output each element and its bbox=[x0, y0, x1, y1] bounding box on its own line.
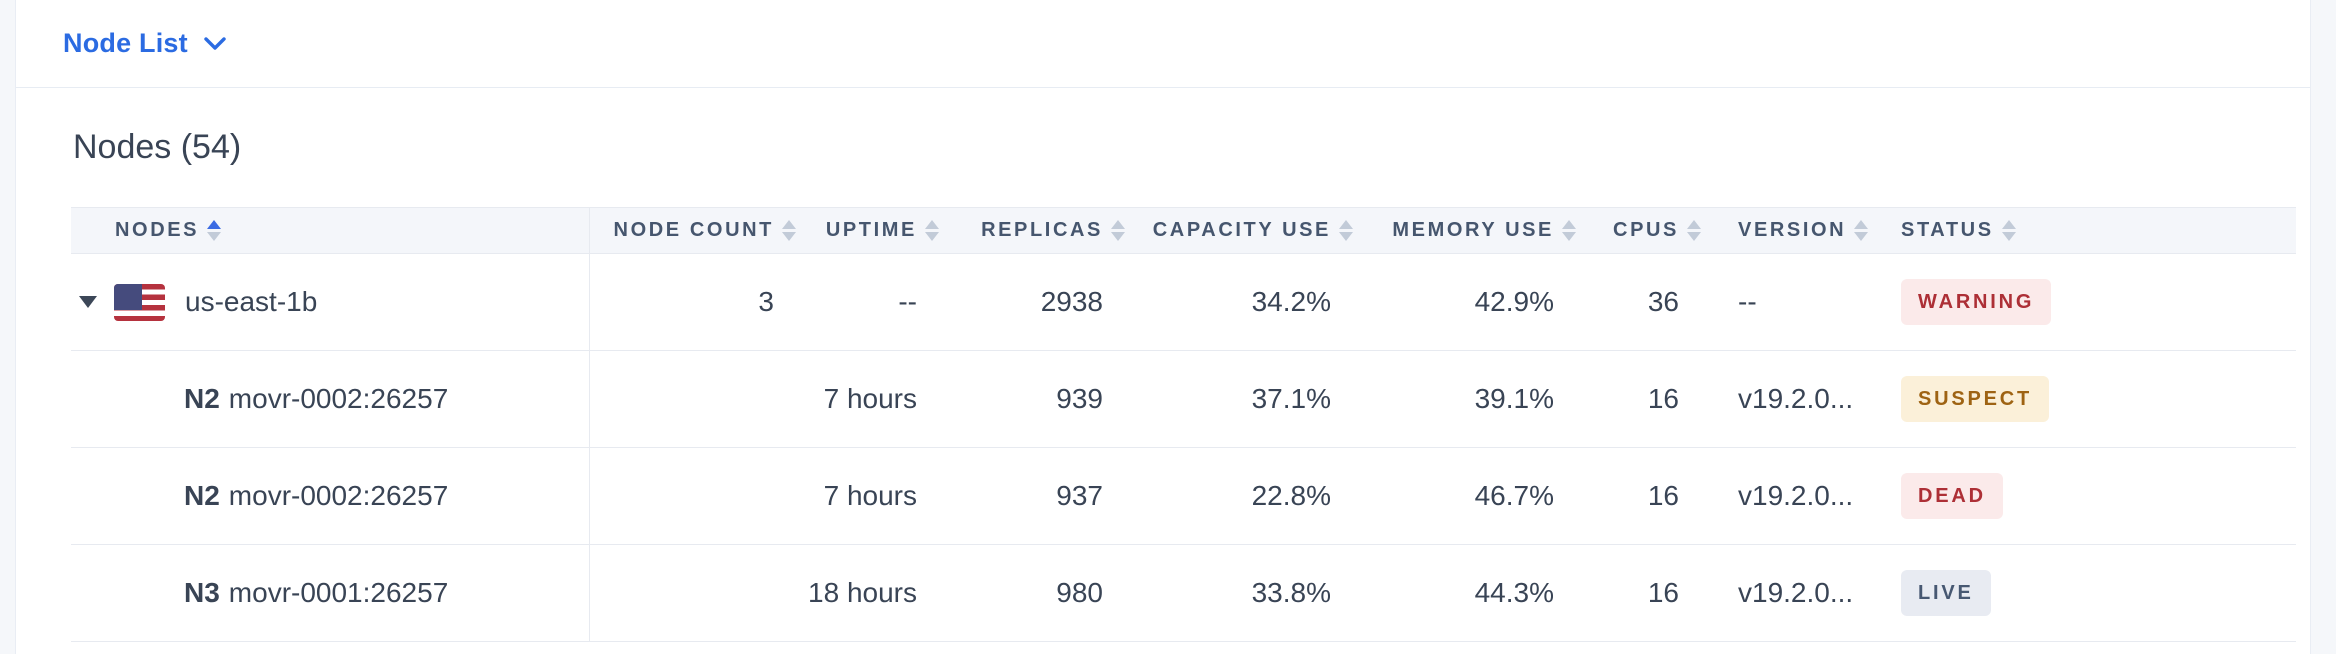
cpus-cell: 16 bbox=[1647, 577, 1679, 608]
column-header-memory_use[interactable]: MEMORY USE bbox=[1361, 208, 1584, 253]
version-cell: v19.2.0... bbox=[1738, 480, 1854, 511]
capacity_use-cell: 22.8% bbox=[1251, 480, 1331, 511]
memory_use-cell: 42.9% bbox=[1474, 286, 1554, 317]
node-row: N2 movr-0002:26257 7 hours 939 37.1% 39.1% 16 v… bbox=[71, 351, 2296, 448]
uptime-cell: -- bbox=[898, 286, 917, 317]
capacity_use-cell: 33.8% bbox=[1251, 577, 1331, 608]
cpus-cell: 16 bbox=[1647, 480, 1679, 511]
status-cell: WARNING bbox=[1901, 254, 2295, 350]
sort-icon bbox=[774, 220, 804, 241]
column-header-capacity_use[interactable]: CAPACITY USE bbox=[1133, 208, 1361, 253]
sort-icon bbox=[1331, 220, 1361, 241]
sort-icon bbox=[1554, 220, 1584, 241]
column-header-cpus[interactable]: CPUS bbox=[1584, 208, 1709, 253]
version-cell: v19.2.0... bbox=[1738, 383, 1854, 414]
column-label: NODES bbox=[115, 219, 200, 241]
us-flag-icon bbox=[114, 283, 165, 321]
sort-icon bbox=[1846, 220, 1876, 241]
nodes-cell: N2 movr-0002:26257 bbox=[71, 448, 590, 544]
node_count-cell bbox=[590, 351, 804, 447]
column-label: STATUS bbox=[1901, 219, 1994, 241]
sort-icon bbox=[1994, 220, 2024, 241]
column-header-node_count[interactable]: NODE COUNT bbox=[590, 208, 804, 253]
node-list-dropdown[interactable]: Node List bbox=[63, 28, 226, 59]
node_count-cell bbox=[590, 545, 804, 641]
memory_use-cell: 46.7% bbox=[1474, 480, 1554, 511]
column-header-replicas[interactable]: REPLICAS bbox=[947, 208, 1133, 253]
status-cell: LIVE bbox=[1901, 545, 2295, 641]
uptime-cell: 7 hours bbox=[823, 480, 917, 511]
top-nav-bar: Node List bbox=[16, 0, 2310, 88]
node-list-panel: Node List Nodes (54) NODES NODE COUNT UPTI… bbox=[15, 0, 2311, 654]
node-list-dropdown-label: Node List bbox=[63, 28, 188, 58]
chevron-down-icon bbox=[204, 36, 226, 50]
node-row: N3 movr-0001:26257 18 hours 980 33.8% 44.3% 16… bbox=[71, 545, 2296, 642]
capacity_use-cell: 34.2% bbox=[1251, 286, 1331, 317]
sort-icon bbox=[199, 220, 229, 241]
version-cell: v19.2.0... bbox=[1738, 577, 1854, 608]
node-row: N2 movr-0002:26257 7 hours 937 22.8% 46.7% 16 v… bbox=[71, 448, 2296, 545]
page-title: Nodes (54) bbox=[73, 128, 242, 166]
node-id: N3 bbox=[184, 577, 220, 608]
replicas-cell: 2938 bbox=[1040, 286, 1103, 317]
replicas-cell: 939 bbox=[1056, 383, 1103, 414]
nodes-cell: N3 movr-0001:26257 bbox=[71, 545, 590, 641]
nodes-cell: us-east-1b bbox=[71, 254, 590, 350]
column-label: REPLICAS bbox=[981, 219, 1103, 241]
column-header-version[interactable]: VERSION bbox=[1709, 208, 1901, 253]
cpus-cell: 16 bbox=[1647, 383, 1679, 414]
sort-icon bbox=[917, 220, 947, 241]
table-body: us-east-1b 3 -- 2938 34.2% 42.9% 36 -- WARNING N2… bbox=[71, 254, 2296, 642]
uptime-cell: 7 hours bbox=[823, 383, 917, 414]
nodes-cell: N2 movr-0002:26257 bbox=[71, 351, 590, 447]
sort-icon bbox=[1103, 220, 1133, 241]
sort-icon bbox=[1679, 220, 1709, 241]
status-badge: WARNING bbox=[1901, 279, 2052, 325]
column-label: CPUS bbox=[1613, 219, 1679, 241]
node-id: N2 bbox=[184, 480, 220, 511]
node_count-cell: 3 bbox=[758, 286, 774, 317]
column-label: NODE COUNT bbox=[613, 219, 774, 241]
capacity_use-cell: 37.1% bbox=[1251, 383, 1331, 414]
status-badge: LIVE bbox=[1901, 570, 1991, 616]
table-header-row: NODES NODE COUNT UPTIME REPLICAS CAPACITY US… bbox=[71, 207, 2296, 254]
memory_use-cell: 44.3% bbox=[1474, 577, 1554, 608]
column-label: MEMORY USE bbox=[1392, 219, 1554, 241]
cpus-cell: 36 bbox=[1647, 286, 1679, 317]
node_count-cell bbox=[590, 448, 804, 544]
memory_use-cell: 39.1% bbox=[1474, 383, 1554, 414]
column-label: UPTIME bbox=[825, 219, 917, 241]
node-address: movr-0002:26257 bbox=[228, 480, 449, 511]
status-badge: DEAD bbox=[1901, 473, 2003, 519]
node-address: movr-0002:26257 bbox=[228, 383, 449, 414]
region-row[interactable]: us-east-1b 3 -- 2938 34.2% 42.9% 36 -- WARNING bbox=[71, 254, 2296, 351]
collapse-caret-icon[interactable] bbox=[79, 296, 97, 308]
column-header-status[interactable]: STATUS bbox=[1901, 208, 2295, 253]
replicas-cell: 980 bbox=[1056, 577, 1103, 608]
replicas-cell: 937 bbox=[1056, 480, 1103, 511]
column-label: CAPACITY USE bbox=[1152, 219, 1331, 241]
status-badge: SUSPECT bbox=[1901, 376, 2050, 422]
region-name: us-east-1b bbox=[185, 286, 318, 317]
version-cell: -- bbox=[1738, 286, 1757, 317]
status-cell: DEAD bbox=[1901, 448, 2295, 544]
column-label: VERSION bbox=[1738, 219, 1847, 241]
column-header-uptime[interactable]: UPTIME bbox=[804, 208, 947, 253]
nodes-table: NODES NODE COUNT UPTIME REPLICAS CAPACITY US… bbox=[71, 207, 2296, 642]
node-address: movr-0001:26257 bbox=[228, 577, 449, 608]
status-cell: SUSPECT bbox=[1901, 351, 2295, 447]
node-id: N2 bbox=[184, 383, 220, 414]
uptime-cell: 18 hours bbox=[808, 577, 917, 608]
column-header-nodes[interactable]: NODES bbox=[71, 208, 590, 253]
